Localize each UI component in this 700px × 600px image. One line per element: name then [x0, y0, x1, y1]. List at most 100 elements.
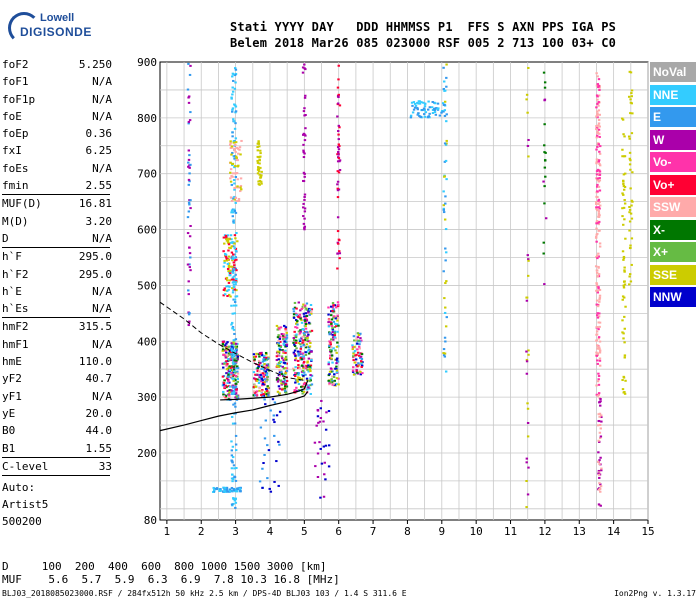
echo-point [307, 384, 310, 387]
echo-point [599, 483, 602, 486]
echo-point [223, 344, 227, 347]
echo-point [624, 237, 627, 240]
echo-point [308, 340, 311, 343]
echo-point [266, 385, 269, 388]
echo-point [597, 378, 600, 381]
echo-point [331, 375, 334, 378]
echo-point [233, 234, 237, 237]
echo-point [598, 340, 602, 343]
echo-point [596, 291, 600, 294]
echo-point [596, 344, 599, 347]
echo-point [600, 420, 603, 423]
echo-point [596, 98, 599, 101]
echo-point [231, 445, 235, 448]
echo-point [224, 234, 228, 237]
echo-point [232, 289, 235, 292]
echo-point [303, 139, 307, 142]
echo-point [417, 112, 420, 115]
echo-point [256, 159, 259, 162]
echo-point [295, 326, 299, 329]
echo-point [301, 389, 304, 392]
echo-point [212, 490, 215, 493]
echo-point [598, 364, 602, 367]
echo-point [597, 469, 601, 472]
echo-point [433, 107, 436, 110]
echo-point [285, 385, 289, 388]
echo-point [284, 355, 288, 358]
echo-point [258, 180, 262, 183]
echo-point [280, 382, 283, 385]
echo-point [235, 146, 239, 149]
echo-point [298, 353, 302, 356]
echo-point [352, 359, 355, 362]
echo-point [232, 211, 235, 214]
echo-point [336, 316, 340, 319]
echo-point [630, 204, 633, 207]
echo-point [424, 111, 428, 114]
echo-point [316, 476, 320, 479]
echo-point [239, 489, 242, 492]
echo-point [282, 377, 286, 380]
echo-point [284, 351, 287, 354]
echo-point [330, 338, 333, 341]
echo-point [628, 157, 632, 160]
x-tick-label: 12 [538, 525, 551, 538]
echo-point [597, 255, 600, 258]
echo-point [442, 207, 446, 210]
echo-point [300, 319, 303, 322]
echo-point [333, 379, 336, 382]
echo-point [222, 393, 225, 396]
echo-point [230, 323, 233, 326]
echo-point [186, 88, 190, 91]
echo-point [305, 364, 308, 367]
echo-point [292, 307, 295, 310]
echo-point [233, 188, 236, 191]
echo-point [598, 321, 602, 324]
echo-point [622, 133, 625, 136]
echo-point [230, 415, 234, 418]
echo-point [231, 321, 234, 324]
echo-point [597, 315, 601, 318]
echo-point [543, 99, 546, 102]
param-value: 40.7 [85, 372, 113, 386]
echo-point [231, 135, 234, 138]
echo-point [337, 93, 340, 96]
echo-point [303, 225, 307, 228]
param-row: B0 44.0 [2, 422, 162, 439]
echo-point [337, 143, 340, 146]
echo-point [330, 354, 334, 357]
echo-point [302, 171, 306, 174]
echo-point [265, 372, 269, 375]
param-row: h`Es N/A [2, 300, 162, 317]
echo-point [628, 275, 631, 278]
echo-point [336, 305, 340, 308]
echo-point [327, 410, 331, 413]
echo-point [259, 426, 263, 429]
echo-point [265, 366, 269, 369]
echo-point [444, 159, 448, 162]
echo-point [417, 102, 420, 105]
echo-point [267, 449, 271, 452]
echo-point [303, 107, 306, 110]
echo-point [223, 259, 226, 262]
echo-point [621, 379, 624, 382]
echo-point [623, 280, 626, 283]
echo-point [441, 102, 445, 105]
distance-row: D 100 200 400 600 800 1000 1500 3000 [km… [2, 560, 327, 573]
echo-point [628, 137, 631, 140]
echo-point [266, 368, 269, 371]
echo-point [302, 383, 306, 386]
echo-point [596, 359, 599, 362]
echo-point [235, 155, 238, 158]
echo-point [599, 404, 602, 407]
ionogram-chart: 1 2 3 4 5 6 7 8 9 10 11 12 13 14 158020030040050060070… [137, 56, 655, 538]
echo-point [224, 356, 228, 359]
echo-point [296, 315, 299, 318]
echo-point [338, 252, 342, 255]
echo-point [331, 330, 335, 333]
echo-point [631, 112, 634, 115]
echo-point [256, 368, 259, 371]
echo-point [337, 242, 340, 245]
echo-point [316, 408, 320, 411]
echo-point [328, 332, 332, 335]
